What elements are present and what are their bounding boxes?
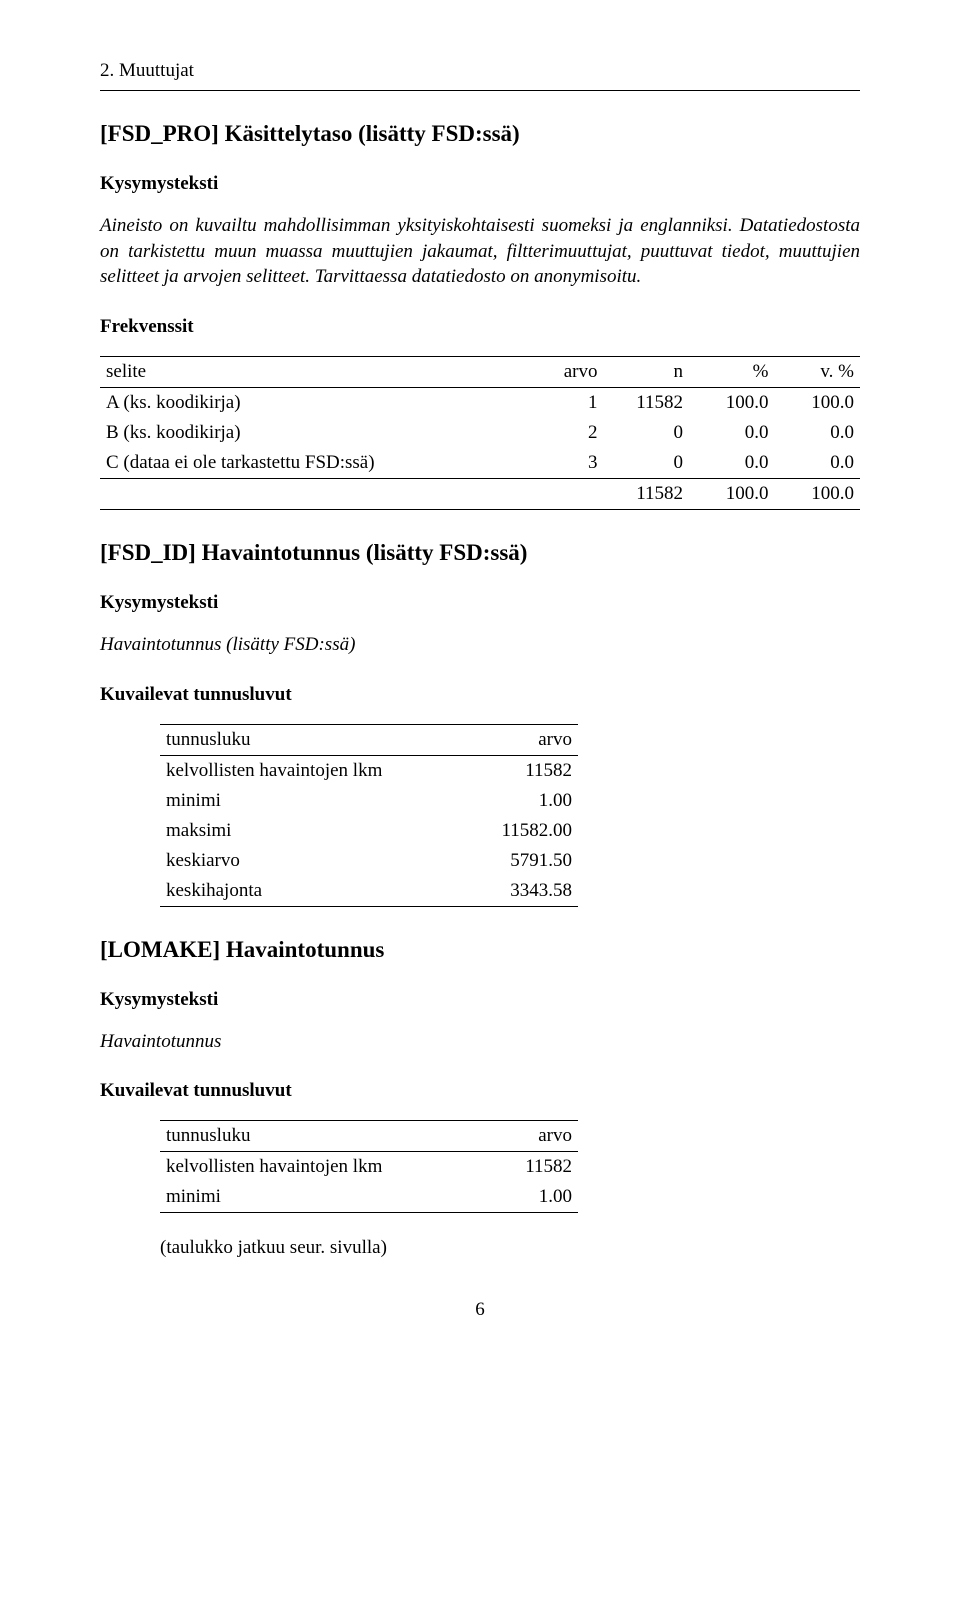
fsd-pro-question: Aineisto on kuvailtu mahdollisimman yksi… <box>100 213 860 290</box>
table-row: minimi 1.00 <box>160 1182 578 1213</box>
page-number: 6 <box>100 1299 860 1321</box>
kysymysteksti-heading: Kysymysteksti <box>100 989 860 1011</box>
cell-value: 100.0 <box>775 478 861 509</box>
kysymysteksti-heading: Kysymysteksti <box>100 592 860 614</box>
cell-value: 0 <box>604 448 690 479</box>
cell-value: 11582 <box>492 1152 578 1183</box>
cell-label: kelvollisten havaintojen lkm <box>160 755 467 786</box>
kuvailevat-heading: Kuvailevat tunnusluvut <box>100 1080 860 1102</box>
col-tunnusluku: tunnusluku <box>160 724 467 755</box>
cell-value: 11582 <box>604 478 690 509</box>
lomake-title: [LOMAKE] Havaintotunnus <box>100 937 860 963</box>
table-row: A (ks. koodikirja) 1 11582 100.0 100.0 <box>100 387 860 418</box>
col-arvo: arvo <box>518 356 604 387</box>
cell-value: 3 <box>518 448 604 479</box>
cell-value: 1 <box>518 387 604 418</box>
table-header-row: tunnusluku arvo <box>160 724 578 755</box>
fsd-id-title: [FSD_ID] Havaintotunnus (lisätty FSD:ssä… <box>100 540 860 566</box>
desc-table-fsd-id: tunnusluku arvo kelvollisten havaintojen… <box>160 724 578 907</box>
header-rule <box>100 90 860 91</box>
cell-label: keskiarvo <box>160 846 467 876</box>
cell-value: 5791.50 <box>467 846 578 876</box>
cell-label: C (dataa ei ole tarkastettu FSD:ssä) <box>100 448 518 479</box>
table-header-row: selite arvo n % v. % <box>100 356 860 387</box>
table-header-row: tunnusluku arvo <box>160 1121 578 1152</box>
page-container: 2. Muuttujat [FSD_PRO] Käsittelytaso (li… <box>0 0 960 1361</box>
table-row: B (ks. koodikirja) 2 0 0.0 0.0 <box>100 418 860 448</box>
cell-value: 0.0 <box>775 448 861 479</box>
col-arvo: arvo <box>492 1121 578 1152</box>
cell-value: 0.0 <box>689 418 775 448</box>
freq-table: selite arvo n % v. % A (ks. koodikirja) … <box>100 356 860 510</box>
fsd-pro-title: [FSD_PRO] Käsittelytaso (lisätty FSD:ssä… <box>100 121 860 147</box>
col-pct: % <box>689 356 775 387</box>
cell-label: minimi <box>160 1182 492 1213</box>
table-row: maksimi 11582.00 <box>160 816 578 846</box>
table-row: C (dataa ei ole tarkastettu FSD:ssä) 3 0… <box>100 448 860 479</box>
fsd-id-question: Havaintotunnus (lisätty FSD:ssä) <box>100 632 860 658</box>
cell-label: minimi <box>160 786 467 816</box>
col-arvo: arvo <box>467 724 578 755</box>
cell-value: 100.0 <box>689 387 775 418</box>
cell-label: B (ks. koodikirja) <box>100 418 518 448</box>
table-row: keskiarvo 5791.50 <box>160 846 578 876</box>
cell-value: 100.0 <box>775 387 861 418</box>
cell-label: A (ks. koodikirja) <box>100 387 518 418</box>
frekvenssit-heading: Frekvenssit <box>100 316 860 338</box>
kuvailevat-heading: Kuvailevat tunnusluvut <box>100 684 860 706</box>
col-vpct: v. % <box>775 356 861 387</box>
table-row: keskihajonta 3343.58 <box>160 876 578 907</box>
cell-value: 0.0 <box>689 448 775 479</box>
table-row: kelvollisten havaintojen lkm 11582 <box>160 1152 578 1183</box>
cell-value: 1.00 <box>467 786 578 816</box>
cell-label: keskihajonta <box>160 876 467 907</box>
cell-label: kelvollisten havaintojen lkm <box>160 1152 492 1183</box>
table-row: minimi 1.00 <box>160 786 578 816</box>
cell-value: 2 <box>518 418 604 448</box>
col-selite: selite <box>100 356 518 387</box>
cell-value: 1.00 <box>492 1182 578 1213</box>
cell-value: 0 <box>604 418 690 448</box>
cell-label: maksimi <box>160 816 467 846</box>
table-row: kelvollisten havaintojen lkm 11582 <box>160 755 578 786</box>
table-continues-note: (taulukko jatkuu seur. sivulla) <box>160 1237 860 1259</box>
col-n: n <box>604 356 690 387</box>
cell-value: 11582 <box>604 387 690 418</box>
page-section-header: 2. Muuttujat <box>100 60 860 82</box>
cell-value: 0.0 <box>775 418 861 448</box>
table-total-row: 11582 100.0 100.0 <box>100 478 860 509</box>
desc-table-lomake: tunnusluku arvo kelvollisten havaintojen… <box>160 1120 578 1213</box>
cell-value: 3343.58 <box>467 876 578 907</box>
cell-value: 11582.00 <box>467 816 578 846</box>
cell-value: 11582 <box>467 755 578 786</box>
cell-value: 100.0 <box>689 478 775 509</box>
lomake-question: Havaintotunnus <box>100 1029 860 1055</box>
col-tunnusluku: tunnusluku <box>160 1121 492 1152</box>
kysymysteksti-heading: Kysymysteksti <box>100 173 860 195</box>
